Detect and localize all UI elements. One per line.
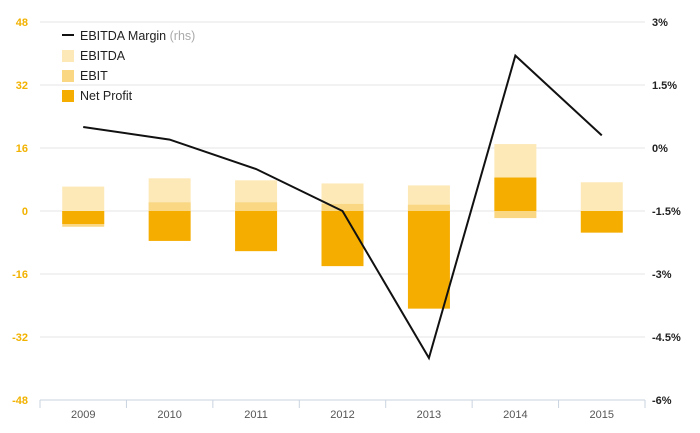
bar-ebit — [148, 202, 191, 211]
bar-ebit — [235, 202, 278, 211]
x-tick-label: 2015 — [590, 409, 614, 421]
legend-label-net-profit: Net Profit — [80, 89, 133, 103]
left-tick-label: 0 — [22, 206, 28, 218]
margin-line-group — [83, 53, 603, 361]
right-tick-label: 0% — [652, 143, 668, 155]
axes-group: 48 3% 32 1.5% 16 0% 0 -1.5% -16 -3% -32 -4.5% -48 -6%… — [12, 17, 681, 421]
bar-ebit — [407, 204, 450, 211]
bar-net-profit — [407, 211, 450, 309]
right-tick-label: -1.5% — [652, 206, 681, 218]
right-tick-label: -4.5% — [652, 332, 681, 344]
right-tick-label: -6% — [652, 395, 672, 407]
left-tick-label: -32 — [12, 332, 28, 344]
right-tick-label: 3% — [652, 17, 668, 29]
legend-label-ebitda-margin: EBITDA Margin (rhs) — [80, 29, 195, 43]
legend-label-ebit: EBIT — [80, 69, 108, 83]
grid-lines — [40, 21, 645, 338]
right-tick-label: -3% — [652, 269, 672, 281]
legend-swatch-ebit — [62, 70, 74, 82]
bars-group — [62, 144, 623, 309]
x-tick-label: 2013 — [417, 409, 441, 421]
x-tick-label: 2009 — [71, 409, 95, 421]
bar-net-profit — [62, 211, 105, 224]
legend-swatch-net-profit — [62, 90, 74, 102]
right-tick-label: 1.5% — [652, 80, 677, 92]
left-tick-label: 16 — [16, 143, 28, 155]
left-tick-label: -16 — [12, 269, 28, 281]
bar-net-profit — [235, 211, 278, 252]
legend-swatch-ebitda — [62, 50, 74, 62]
legend-label-ebitda: EBITDA — [80, 49, 126, 63]
x-tick-label: 2012 — [330, 409, 354, 421]
legend: EBITDA Margin (rhs) EBITDA EBIT Net Prof… — [62, 29, 195, 103]
bar-net-profit — [321, 211, 364, 267]
bar-ebit — [321, 203, 364, 211]
left-tick-label: -48 — [12, 395, 28, 407]
left-tick-label: 48 — [16, 17, 28, 29]
bar-net-profit — [580, 211, 623, 233]
bar-ebitda — [580, 182, 623, 211]
legend-label-rhs-note: (rhs) — [170, 29, 196, 43]
bar-net-profit — [494, 177, 537, 211]
bar-ebitda — [62, 186, 105, 211]
x-tick-label: 2011 — [244, 409, 268, 421]
x-tick-label: 2010 — [157, 409, 181, 421]
left-tick-label: 32 — [16, 80, 28, 92]
bar-ebit — [494, 211, 537, 219]
ebitda-margin-line — [83, 53, 603, 361]
bar-net-profit — [148, 211, 191, 241]
x-tick-label: 2014 — [503, 409, 527, 421]
